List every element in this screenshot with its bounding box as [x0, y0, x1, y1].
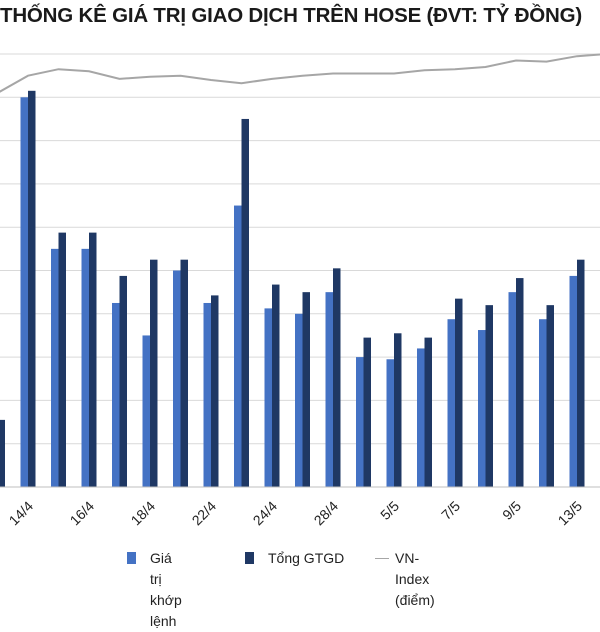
legend-label-vn-index: VN-Index (điểm)	[395, 550, 435, 608]
bar-tong-gtgd	[333, 268, 341, 487]
bar-tong-gtgd	[180, 259, 188, 487]
bar-tong-gtgd	[211, 295, 219, 487]
bar-khop-lenh	[417, 348, 425, 487]
bar-tong-gtgd	[58, 232, 66, 487]
x-tick-label: 16/4	[67, 498, 98, 529]
x-tick-label: 24/4	[250, 498, 281, 529]
bar-khop-lenh	[142, 335, 150, 487]
x-axis: 14/4 16/4 18/4 22/4 24/4 28/4 5/5 7/5 9/5 13/5	[0, 486, 600, 529]
bar-khop-lenh	[569, 275, 577, 487]
bar-tong-gtgd	[0, 419, 5, 487]
bar-tong-gtgd	[119, 275, 127, 487]
bar-tong-gtgd	[455, 298, 463, 487]
legend-swatch-tong-gtgd	[245, 552, 254, 564]
bar-tong-gtgd	[302, 292, 310, 487]
bar-khop-lenh	[51, 248, 59, 487]
bar-tong-gtgd	[150, 259, 158, 487]
bar-khop-lenh	[447, 319, 455, 487]
bar-tong-gtgd	[272, 284, 280, 487]
bar-khop-lenh	[295, 313, 303, 487]
bar-tong-gtgd	[424, 337, 432, 487]
chart-title: THỐNG KÊ GIÁ TRỊ GIAO DỊCH TRÊN HOSE (ĐV…	[0, 4, 583, 27]
bar-khop-lenh	[112, 302, 120, 487]
legend-swatch-vn-index	[375, 558, 389, 559]
bar-khop-lenh	[173, 270, 181, 487]
bar-khop-lenh	[356, 357, 364, 487]
bar-tong-gtgd	[89, 232, 97, 487]
bar-khop-lenh	[20, 97, 28, 488]
bar-khop-lenh	[386, 359, 394, 487]
x-tick-label: 22/4	[189, 498, 220, 529]
x-tick-label: 18/4	[128, 498, 159, 529]
bar-khop-lenh	[539, 319, 547, 487]
series-tong-gtgd-bars	[0, 90, 585, 488]
bar-khop-lenh	[203, 302, 211, 487]
x-tick-label: 7/5	[438, 498, 463, 523]
bar-khop-lenh	[508, 292, 516, 487]
legend-swatch-khop-lenh	[127, 552, 136, 564]
bar-khop-lenh	[478, 330, 486, 487]
bar-khop-lenh	[81, 248, 89, 487]
series-khop-lenh-bars	[20, 97, 577, 488]
bar-tong-gtgd	[485, 305, 493, 487]
bar-khop-lenh	[325, 292, 333, 487]
bar-khop-lenh	[264, 308, 272, 487]
bar-tong-gtgd	[28, 90, 36, 488]
x-tick-label: 5/5	[377, 498, 402, 523]
bar-tong-gtgd	[577, 259, 585, 487]
bar-tong-gtgd	[241, 118, 249, 487]
x-tick-label: 13/5	[555, 498, 586, 529]
x-tick-label: 14/4	[6, 498, 37, 529]
bar-khop-lenh	[234, 205, 242, 488]
bar-tong-gtgd	[546, 305, 554, 487]
legend-label-khop-lenh: Giá trị khớp lệnh	[150, 550, 182, 629]
bar-tong-gtgd	[516, 278, 524, 487]
chart-area: 14/4 16/4 18/4 22/4 24/4 28/4 5/5 7/5 9/5 13/5	[0, 53, 600, 529]
bar-tong-gtgd	[394, 333, 402, 487]
x-tick-label: 9/5	[499, 498, 524, 523]
x-tick-label: 28/4	[311, 498, 342, 529]
series-vn-index-line	[0, 53, 600, 93]
legend-label-tong-gtgd: Tổng GTGD	[268, 550, 345, 566]
bar-tong-gtgd	[363, 337, 371, 487]
line-vn-index	[0, 53, 600, 93]
